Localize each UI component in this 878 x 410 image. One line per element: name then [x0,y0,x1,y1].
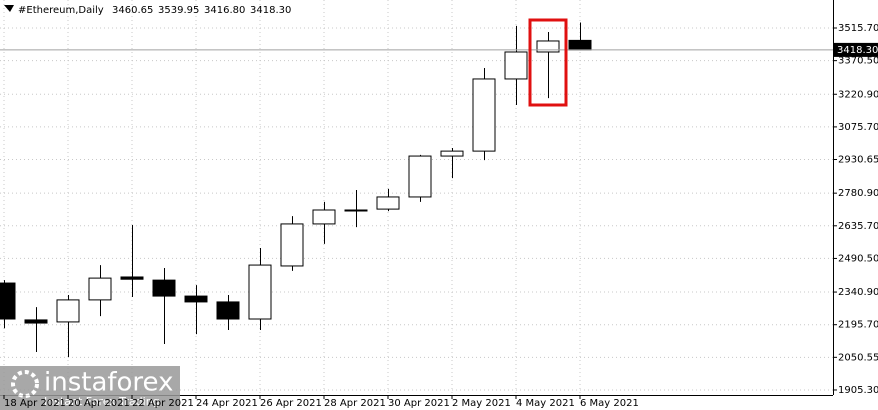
y-tick-label: 3075.70 [838,122,878,133]
highlight-box [528,18,568,107]
y-tick-label: 3370.50 [838,56,878,67]
y-tick-label: 1905.30 [838,385,878,396]
candle-body [0,282,16,320]
candle-body [216,301,240,320]
y-tick-label: 2340.90 [838,287,878,298]
high-label: 3539.95 [158,5,199,16]
candle-body [536,40,560,53]
price-label: 3418.30 [837,45,878,56]
header: #Ethereum,Daily 3460.65 3539.95 3416.80 … [4,5,291,16]
watermark-tagline: Instant Forex Trading [44,395,160,408]
candle-body [312,209,336,225]
x-tick-label: 30 Apr 2021 [388,398,450,409]
y-tick-label: 3515.70 [838,23,878,34]
x-tick-label: 20 Apr 2021 [68,398,130,409]
x-tick-label: 6 May 2021 [580,398,639,409]
x-tick-label: 18 Apr 2021 [4,398,66,409]
symbol: #Ethereum,Daily [18,5,104,16]
candle-body [56,299,80,323]
candle-body [88,277,112,301]
watermark-bg [0,366,180,410]
header-icon [4,5,14,12]
y-tick-label: 2195.70 [838,320,878,331]
candle-body [376,196,400,210]
watermark: instaforex Instant Forex Trading [0,366,180,410]
x-tick-label: 2 May 2021 [452,398,511,409]
x-tick-label: 24 Apr 2021 [196,398,258,409]
watermark-brand: instaforex [44,368,173,398]
x-tick-label: 26 Apr 2021 [260,398,322,409]
candle-body [344,209,368,212]
y-tick-label: 3220.90 [838,89,878,100]
candle-body [24,319,48,324]
x-tick-label: 4 May 2021 [516,398,575,409]
plot-area [0,0,833,395]
candle-body [280,223,304,267]
y-tick-label: 2635.70 [838,221,878,232]
candle-body [568,39,592,51]
candle-body [248,264,272,320]
watermark-logo [11,370,39,398]
candle-body [408,155,432,198]
low-label: 3416.80 [204,5,245,16]
candle-body [120,276,144,280]
y-tick-label: 2930.65 [838,155,878,166]
y-tick-label: 2050.55 [838,352,878,363]
y-tick-label: 2780.90 [838,188,878,199]
y-tick-label: 2490.50 [838,253,878,264]
candle-body [152,279,176,297]
x-tick-label: 28 Apr 2021 [324,398,386,409]
price-label-bg [834,42,878,57]
candle-body [184,295,208,303]
close-label: 3418.30 [250,5,291,16]
x-tick-label: 22 Apr 2021 [132,398,194,409]
candle-body [504,51,528,80]
open-label: 3460.65 [112,5,153,16]
candle-body [440,150,464,157]
candle-body [472,78,496,152]
